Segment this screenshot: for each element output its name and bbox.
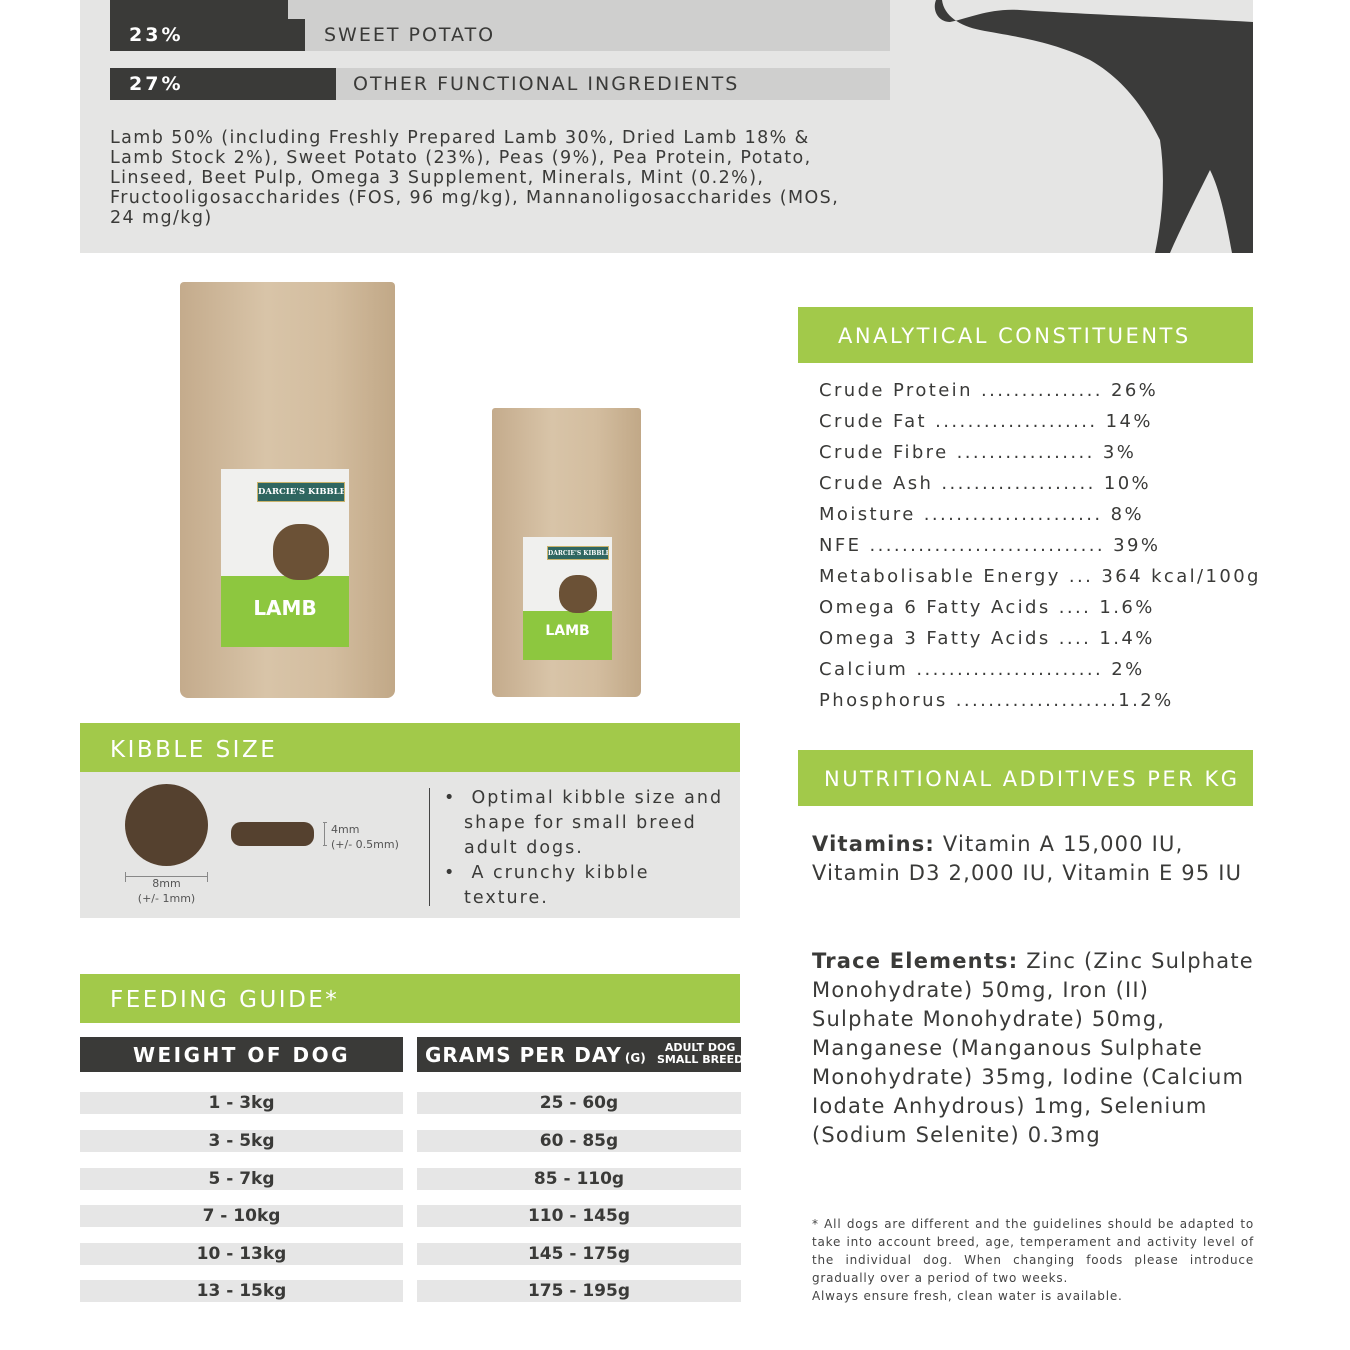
analytical-row: Crude Fat .................... 14% <box>819 411 1153 432</box>
ingredient-label: SWEET POTATO <box>324 24 496 46</box>
analytical-row: Omega 3 Fatty Acids .... 1.4% <box>819 628 1155 649</box>
grams-label: GRAMS PER DAY <box>425 1043 622 1067</box>
kibble-size-panel: 8mm (+/- 1mm) 4mm (+/- 0.5mm) • Optimal ki… <box>80 772 740 918</box>
grams-cell: 60 - 85g <box>417 1130 741 1152</box>
kibble-top-view-icon <box>125 784 208 866</box>
kibble-bullet: • Optimal kibble size and shape for smal… <box>444 788 724 858</box>
ingredient-bar: 23% SWEET POTATO <box>110 19 890 51</box>
composition-text: Lamb 50% (including Freshly Prepared Lam… <box>110 128 840 228</box>
footnote: * All dogs are different and the guideli… <box>812 1215 1254 1305</box>
analytical-row: Crude Protein ............... 26% <box>819 380 1159 401</box>
analytical-constituents-header: ANALYTICAL CONSTITUENTS <box>798 307 1253 363</box>
ingredient-pct <box>110 0 288 19</box>
grams-cell: 85 - 110g <box>417 1168 741 1190</box>
adult-dog-label: ADULT DOG <box>664 1041 736 1054</box>
flavour-label: LAMB <box>545 623 590 639</box>
thickness-label: 4mm <box>331 823 360 836</box>
nutritional-additives-header: NUTRITIONAL ADDITIVES PER KG <box>798 750 1253 806</box>
ingredient-pct: 23% <box>110 19 305 51</box>
analytical-row: Phosphorus ....................1.2% <box>819 690 1174 711</box>
analytical-row: Moisture ...................... 8% <box>819 504 1144 525</box>
ingredient-pct: 27% <box>110 68 336 100</box>
analytical-row: NFE ............................. 39% <box>819 535 1161 556</box>
weight-cell: 5 - 7kg <box>80 1168 403 1190</box>
grams-cell: 145 - 175g <box>417 1243 741 1265</box>
package-label: DARCIE'S KIBBLE LAMB <box>221 469 349 647</box>
vitamins-label: Vitamins: <box>812 832 936 856</box>
ingredients-panel: 23% SWEET POTATO 27% OTHER FUNCTIONAL INGR… <box>80 0 1253 253</box>
analytical-row: Calcium ....................... 2% <box>819 659 1145 680</box>
grams-cell: 175 - 195g <box>417 1280 741 1302</box>
divider <box>429 788 430 906</box>
grams-cell: 110 - 145g <box>417 1205 741 1227</box>
kibble-size-header: KIBBLE SIZE <box>80 723 740 772</box>
feeding-guide-header: FEEDING GUIDE* <box>80 974 740 1023</box>
weight-cell: 1 - 3kg <box>80 1092 403 1114</box>
analytical-list: Crude Protein ............... 26% Crude F… <box>819 375 1261 716</box>
analytical-row: Crude Ash ................... 10% <box>819 473 1152 494</box>
ingredient-label: OTHER FUNCTIONAL INGREDIENTS <box>353 73 740 95</box>
footnote-water: Always ensure fresh, clean water is avai… <box>812 1289 1123 1303</box>
trace-label: Trace Elements: <box>812 949 1019 973</box>
vitamins-value: Vitamin A 15,000 IU, Vitamin D3 2,000 IU… <box>812 832 1243 885</box>
brand-logo: DARCIE'S KIBBLE <box>257 482 345 502</box>
ingredient-bar: 27% OTHER FUNCTIONAL INGREDIENTS <box>110 68 890 100</box>
flavour-label: LAMB <box>253 596 317 620</box>
trace-elements-text: Trace Elements: Zinc (Zinc Sulphate Mono… <box>812 947 1257 1150</box>
column-header-weight: WEIGHT OF DOG <box>80 1037 403 1072</box>
analytical-row: Crude Fibre ................. 3% <box>819 442 1137 463</box>
thickness-tolerance: (+/- 0.5mm) <box>331 838 399 851</box>
brand-logo: DARCIE'S KIBBLE <box>547 546 609 560</box>
analytical-row: Metabolisable Energy ... 364 kcal/100g <box>819 566 1261 587</box>
diameter-tolerance: (+/- 1mm) <box>137 892 196 905</box>
diameter-label: 8mm <box>152 877 181 890</box>
column-header-grams: GRAMS PER DAY (G) ADULT DOG SMALL BREED <box>417 1037 744 1072</box>
small-bag-image: DARCIE'S KIBBLE LAMB <box>492 408 641 697</box>
large-bag-image: DARCIE'S KIBBLE LAMB <box>180 282 395 698</box>
unit-label: (G) <box>624 1051 646 1065</box>
lamb-silhouette-icon <box>934 0 1253 253</box>
kibble-bullet: • A crunchy kibble texture. <box>444 863 650 908</box>
weight-cell: 13 - 15kg <box>80 1280 403 1302</box>
weight-cell: 10 - 13kg <box>80 1243 403 1265</box>
vitamins-text: Vitamins: Vitamin A 15,000 IU, Vitamin D… <box>812 830 1257 888</box>
footnote-guidelines: * All dogs are different and the guideli… <box>812 1217 1254 1285</box>
kibble-side-view-icon <box>231 822 314 846</box>
ingredient-bar <box>110 0 890 19</box>
package-label: DARCIE'S KIBBLE LAMB <box>523 537 612 660</box>
analytical-row: Omega 6 Fatty Acids .... 1.6% <box>819 597 1155 618</box>
trace-value: Zinc (Zinc Sulphate Monohydrate) 50mg, I… <box>812 949 1254 1147</box>
small-breed-label: SMALL BREED <box>657 1053 744 1066</box>
weight-cell: 7 - 10kg <box>80 1205 403 1227</box>
grams-cell: 25 - 60g <box>417 1092 741 1114</box>
weight-cell: 3 - 5kg <box>80 1130 403 1152</box>
